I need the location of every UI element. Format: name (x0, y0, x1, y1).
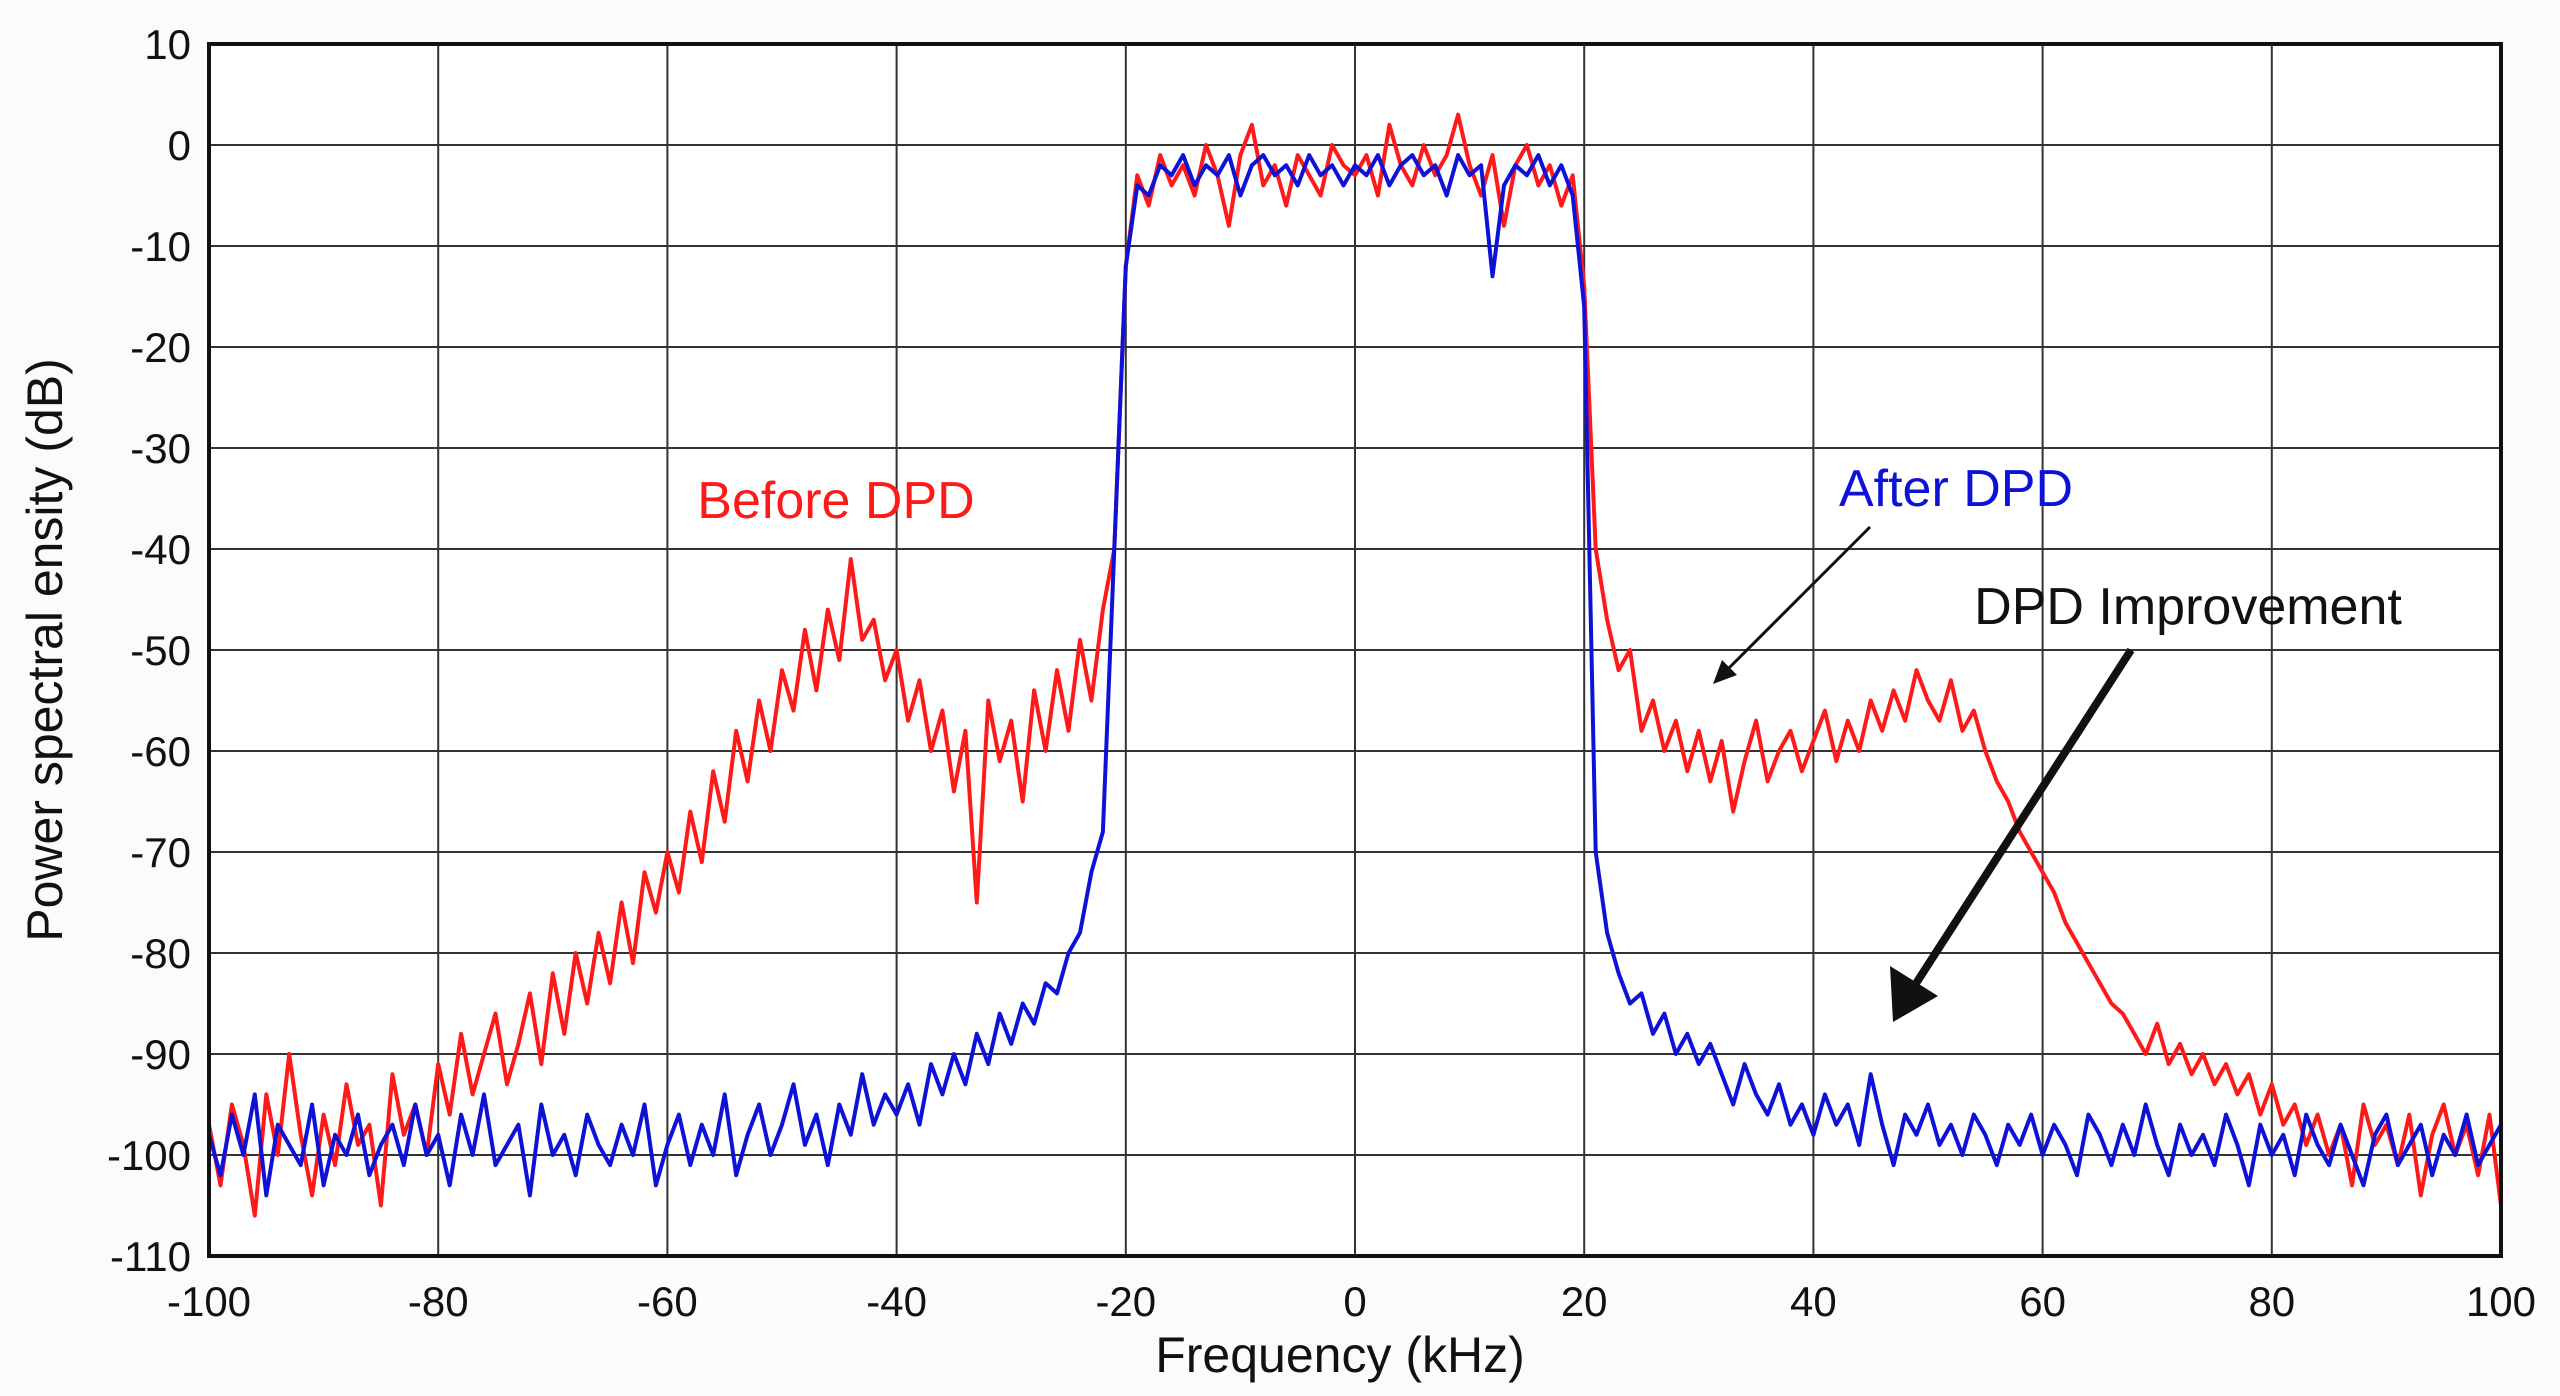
x-tick-label: 20 (1561, 1278, 1608, 1325)
annotation-after-dpd: After DPD (1839, 460, 2073, 518)
y-tick-label: -10 (130, 223, 191, 270)
x-tick-label: 80 (2248, 1278, 2295, 1325)
y-tick-label: -20 (130, 324, 191, 371)
annotation-dpd-improvement: DPD Improvement (1974, 578, 2402, 636)
x-axis-label: Frequency (kHz) (1155, 1327, 1525, 1383)
dpd-improvement-arrow (1911, 647, 2135, 988)
y-tick-label: -30 (130, 425, 191, 472)
y-tick-label: -50 (130, 627, 191, 674)
tick-labels: -100 -80 -60 -40 -20 0 20 40 60 80 100100-10-20-30… (107, 21, 2536, 1325)
x-tick-label: 40 (1790, 1278, 1837, 1325)
plot-frame (207, 42, 2503, 1258)
y-tick-label: -110 (110, 1233, 191, 1280)
x-tick-label: 0 (1343, 1278, 1366, 1325)
annotation-before-dpd: Before DPD (697, 472, 974, 530)
y-tick-label: -100 (107, 1132, 191, 1179)
after-dpd-arrowhead (1713, 660, 1737, 684)
x-tick-label: -80 (408, 1278, 469, 1325)
series-group (207, 112, 2503, 1218)
after-dpd-arrow (1723, 525, 1872, 674)
x-tick-label: -40 (866, 1278, 927, 1325)
y-tick-label: -90 (130, 1031, 191, 1078)
y-axis-label: Power spectral ensity (dB) (17, 358, 73, 942)
y-tick-label: -40 (130, 526, 191, 573)
dpd-improvement-arrowhead (1890, 966, 1938, 1022)
y-tick-label: -70 (130, 829, 191, 876)
series-after-dpd (207, 153, 2503, 1198)
x-tick-label: -100 (167, 1278, 251, 1325)
x-tick-label: 60 (2019, 1278, 2066, 1325)
x-tick-label: -20 (1095, 1278, 1156, 1325)
y-tick-label: -60 (130, 728, 191, 775)
x-tick-label: -60 (637, 1278, 698, 1325)
series-before-dpd (207, 112, 2503, 1218)
y-tick-label: -80 (130, 930, 191, 977)
y-tick-label: 0 (168, 122, 191, 169)
x-tick-label: 100 (2466, 1278, 2536, 1325)
y-tick-label: 10 (144, 21, 191, 68)
